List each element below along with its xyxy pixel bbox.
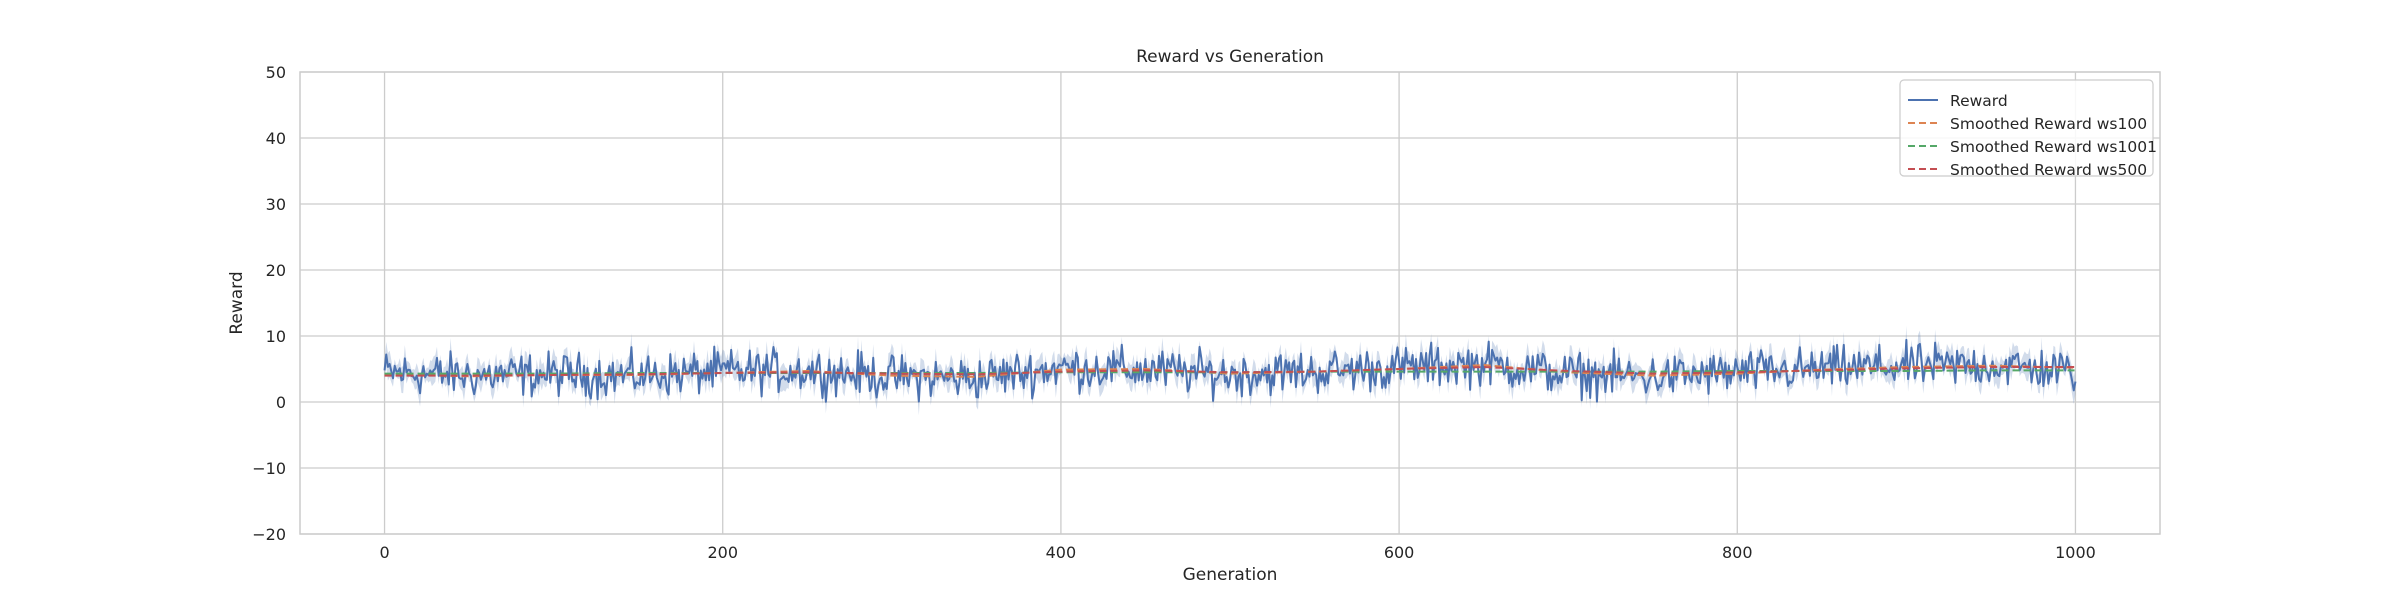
y-tick-label: 50 (266, 63, 286, 82)
plot-area (300, 72, 2160, 534)
reward-line (383, 338, 2077, 403)
y-tick-label: 30 (266, 195, 286, 214)
chart-title: Reward vs Generation (1136, 47, 1324, 67)
plot-frame (299, 71, 2161, 535)
legend-label: Reward (1950, 92, 2008, 110)
y-tick-label: 0 (276, 393, 286, 412)
x-tick-label: 400 (1046, 543, 1077, 562)
y-axis-label: Reward (227, 271, 247, 334)
x-tick-label: 200 (707, 543, 738, 562)
legend-label: Smoothed Reward ws100 (1950, 115, 2147, 133)
x-tick-label: 0 (379, 543, 389, 562)
x-axis-label: Generation (1183, 565, 1278, 585)
x-tick-label: 800 (1722, 543, 1753, 562)
x-tick-label: 1000 (2055, 543, 2096, 562)
series-layer (383, 338, 2077, 403)
legend: Reward Smoothed Reward ws100 Smoothed Rewa… (1899, 79, 2157, 179)
tick-labels: 0 200 400 600 800 1000 −20 −10 0 10 20 30 40 50 (252, 63, 2096, 562)
y-tick-label: −10 (252, 459, 286, 478)
legend-label: Smoothed Reward ws1001 (1950, 138, 2157, 156)
y-tick-label: 20 (266, 261, 286, 280)
y-tick-label: 40 (266, 129, 286, 148)
x-tick-label: 600 (1384, 543, 1415, 562)
y-tick-label: −20 (252, 525, 286, 544)
y-tick-label: 10 (266, 327, 286, 346)
smoothed-line-3 (384, 366, 2076, 377)
legend-label: Smoothed Reward ws500 (1950, 161, 2147, 179)
legend-box (1899, 79, 2154, 177)
